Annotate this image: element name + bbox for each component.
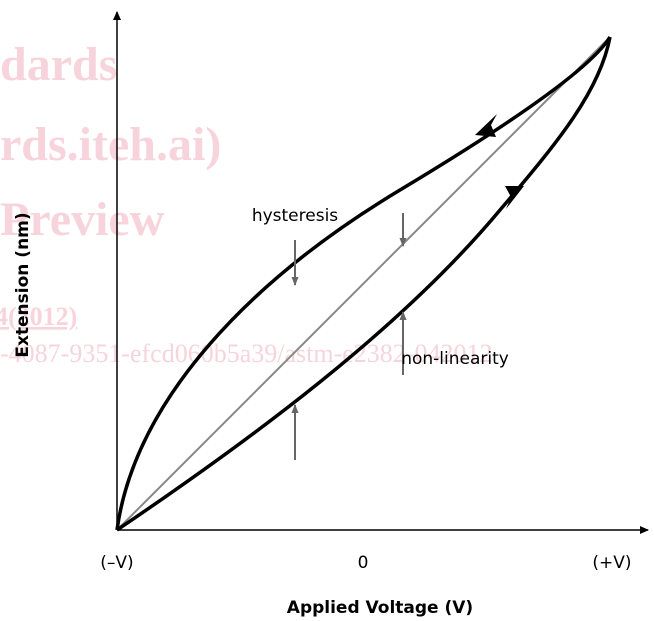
watermark-text: Preview — [0, 193, 165, 246]
annotation: non-linearity — [401, 349, 509, 369]
direction-arrow — [505, 186, 524, 209]
watermark-text: 4(2012) — [0, 302, 77, 331]
lower-curve — [116, 36, 612, 532]
direction-arrow — [475, 114, 497, 137]
upper-curve — [115, 36, 612, 531]
watermark-text: rds.iteh.ai) — [0, 118, 221, 171]
x-axis-label: Applied Voltage (V) — [287, 598, 473, 618]
annotation: hysteresis — [252, 206, 338, 226]
watermark: dards rds.iteh.ai) Preview 4(2012) -4087… — [0, 38, 492, 368]
x-tick-label: (–V) — [100, 553, 133, 573]
y-axis-label: Extension (nm) — [13, 212, 33, 357]
watermark-text: dards — [0, 38, 117, 91]
x-tick-label: 0 — [358, 553, 369, 573]
linear-line — [116, 36, 611, 531]
watermark-text: -4087-9351-efcd060b5a39/astm-e2382-04201… — [0, 339, 492, 368]
x-tick-label: (+V) — [592, 553, 631, 573]
